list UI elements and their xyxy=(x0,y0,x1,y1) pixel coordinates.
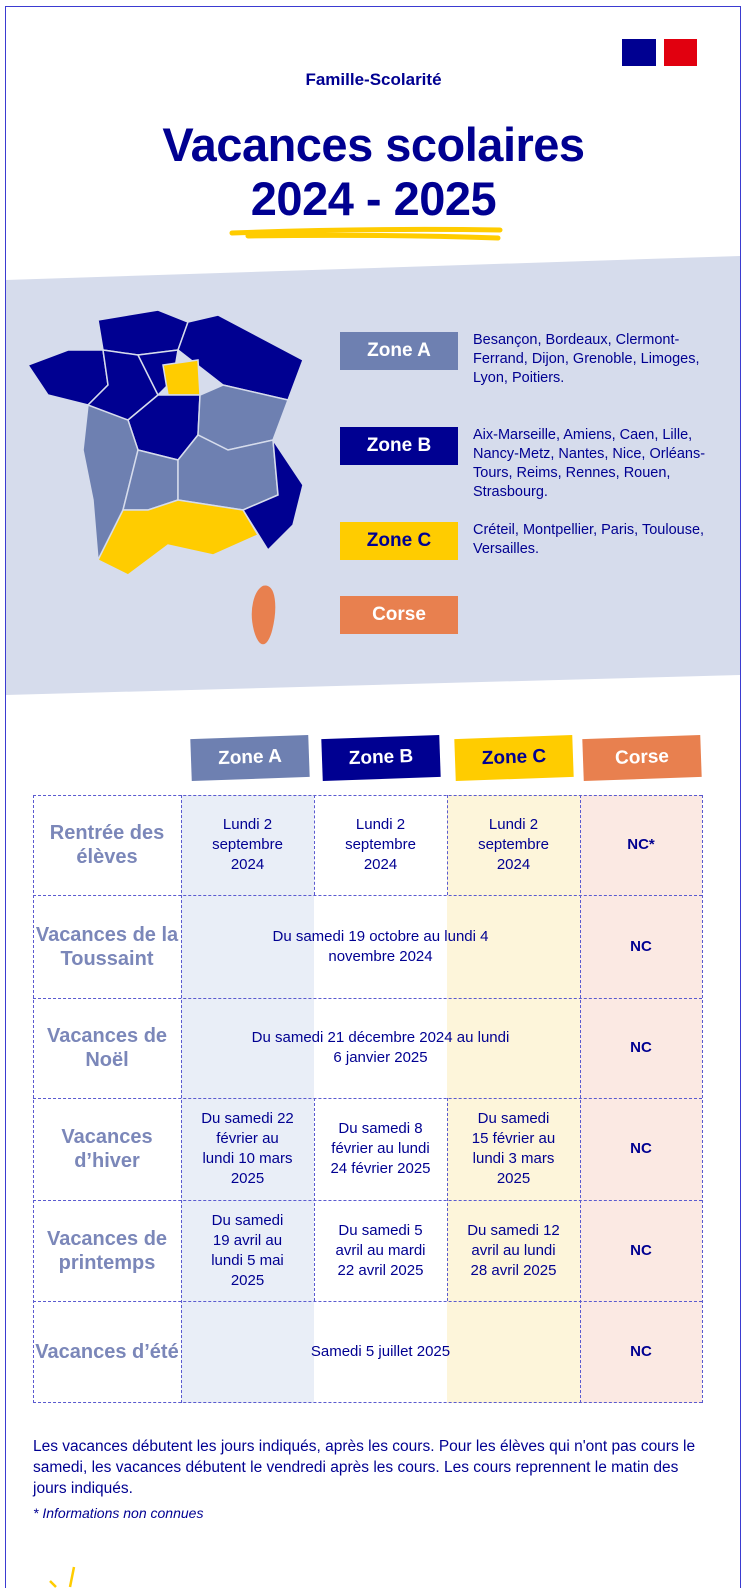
cell-printemps-zone-c: Du samedi 12 avril au lundi 28 avril 202… xyxy=(467,1221,560,1279)
title-line-2: 2024 - 2025 xyxy=(250,172,497,225)
footnote: * Informations non connues xyxy=(33,1505,204,1521)
holiday-table: Rentrée des élèves Lundi 2 septembre 202… xyxy=(33,795,703,1403)
title-line-1: Vacances scolaires xyxy=(162,118,585,171)
cell-rentree-zone-a: Lundi 2 septembre 2024 xyxy=(212,816,283,873)
row-label-noel: Vacances de Noël xyxy=(46,1025,168,1071)
cell-hiver-zone-b: Du samedi 8 février au lundi 24 février … xyxy=(330,1120,431,1177)
cell-ete-all-zones: Samedi 5 juillet 2025 xyxy=(310,1342,451,1360)
kicker: Famille-Scolarité xyxy=(305,70,442,89)
legend-zone-b-academies: Aix-Marseille, Amiens, Caen, Lille, Nanc… xyxy=(473,427,706,500)
column-header-corse: Corse xyxy=(582,734,702,782)
row-label-ete: Vacances d’été xyxy=(35,1340,179,1363)
legend-corse: Corse xyxy=(340,596,458,634)
yellow-sparkle-decoration xyxy=(49,1566,76,1588)
yellow-underline xyxy=(229,226,503,241)
cell-noel-all-zones: Du samedi 21 décembre 2024 au lundi 6 ja… xyxy=(251,1029,510,1066)
legend-zone-b: Zone B xyxy=(340,427,458,465)
cell-hiver-zone-c: Du samedi 15 février au lundi 3 mars 202… xyxy=(471,1110,556,1187)
legend-zone-a-academies: Besançon, Bordeaux, Clermont-Ferrand, Di… xyxy=(473,332,700,386)
cell-printemps-zone-b: Du samedi 5 avril au mardi 22 avril 2025 xyxy=(335,1221,426,1279)
cell-noel-corse: NC xyxy=(630,1039,652,1056)
cell-printemps-zone-a: Du samedi 19 avril au lundi 5 mai 2025 xyxy=(211,1211,284,1289)
row-label-rentree: Rentrée des élèves xyxy=(49,822,165,868)
row-label-toussaint: Vacances de la Toussaint xyxy=(35,923,179,970)
page-title: Vacances scolaires 2024 - 2025 xyxy=(0,118,747,226)
frame xyxy=(5,6,741,1588)
row-label-hiver: Vacances d’hiver xyxy=(61,1126,153,1172)
cell-rentree-zone-b: Lundi 2 septembre 2024 xyxy=(345,816,416,873)
cell-toussaint-corse: NC xyxy=(630,937,652,955)
cell-toussaint-all-zones: Du samedi 19 octobre au lundi 4 novembre… xyxy=(272,927,489,965)
marianne-logo xyxy=(622,39,697,66)
legend-zone-c-academies: Créteil, Montpellier, Paris, Toulouse, V… xyxy=(473,522,705,557)
column-header-zone-b: Zone B xyxy=(321,734,441,782)
legend-zone-a: Zone A xyxy=(340,332,458,370)
cell-rentree-corse: NC* xyxy=(627,836,655,853)
cell-hiver-zone-a: Du samedi 22 février au lundi 10 mars 20… xyxy=(201,1110,294,1187)
column-header-zone-a: Zone A xyxy=(190,734,310,782)
cell-ete-corse: NC xyxy=(630,1342,652,1360)
column-header-zone-c: Zone C xyxy=(454,734,574,782)
cell-printemps-corse: NC xyxy=(630,1241,652,1259)
cell-rentree-zone-c: Lundi 2 septembre 2024 xyxy=(478,816,549,873)
row-label-printemps: Vacances de printemps xyxy=(46,1227,168,1274)
notes-text: Les vacances débutent les jours indiqués… xyxy=(33,1438,696,1497)
cell-hiver-corse: NC xyxy=(630,1140,652,1157)
legend-zone-c: Zone C xyxy=(340,522,458,560)
france-zones-map xyxy=(28,310,304,646)
